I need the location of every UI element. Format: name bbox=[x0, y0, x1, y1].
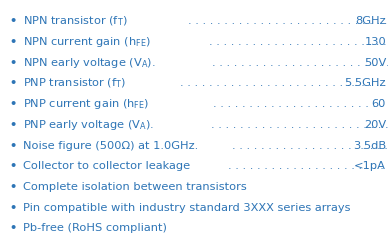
Text: 8GHz: 8GHz bbox=[355, 16, 386, 26]
Text: NPN early voltage (V$_\mathrm{A}$).: NPN early voltage (V$_\mathrm{A}$). bbox=[23, 56, 156, 70]
Text: Collector to collector leakage: Collector to collector leakage bbox=[23, 161, 191, 171]
Text: •: • bbox=[10, 223, 17, 233]
Text: •: • bbox=[10, 99, 17, 109]
Text: •: • bbox=[10, 182, 17, 192]
Text: Complete isolation between transistors: Complete isolation between transistors bbox=[23, 182, 247, 192]
Text: PNP current gain (h$_\mathrm{FE}$): PNP current gain (h$_\mathrm{FE}$) bbox=[23, 97, 149, 111]
Text: 50V: 50V bbox=[364, 58, 386, 68]
Text: . . . . . . . . . . . . . . . . . . . . . . . . . . . . . . . . . . .: . . . . . . . . . . . . . . . . . . . . … bbox=[228, 161, 388, 171]
Text: •: • bbox=[10, 203, 17, 213]
Text: 20V: 20V bbox=[364, 120, 386, 130]
Text: NPN transistor (f$_\mathrm{T}$): NPN transistor (f$_\mathrm{T}$) bbox=[23, 15, 128, 28]
Text: . . . . . . . . . . . . . . . . . . . . . . . . . . . . . . . . . . .: . . . . . . . . . . . . . . . . . . . . … bbox=[232, 140, 388, 151]
Text: Pb-free (RoHS compliant): Pb-free (RoHS compliant) bbox=[23, 223, 167, 233]
Text: NPN current gain (h$_\mathrm{FE}$): NPN current gain (h$_\mathrm{FE}$) bbox=[23, 35, 151, 49]
Text: •: • bbox=[10, 120, 17, 130]
Text: <1pA: <1pA bbox=[354, 161, 386, 171]
Text: •: • bbox=[10, 58, 17, 68]
Text: •: • bbox=[10, 161, 17, 171]
Text: . . . . . . . . . . . . . . . . . . . . . . . . . . . . . . . . . . .: . . . . . . . . . . . . . . . . . . . . … bbox=[213, 99, 388, 109]
Text: Noise figure (500Ω) at 1.0GHz.: Noise figure (500Ω) at 1.0GHz. bbox=[23, 140, 199, 151]
Text: 3.5dB: 3.5dB bbox=[353, 140, 386, 151]
Text: •: • bbox=[10, 78, 17, 89]
Text: . . . . . . . . . . . . . . . . . . . . . . . . . . . . . . . . . . .: . . . . . . . . . . . . . . . . . . . . … bbox=[180, 78, 388, 89]
Text: •: • bbox=[10, 140, 17, 151]
Text: PNP early voltage (V$_\mathrm{A}$).: PNP early voltage (V$_\mathrm{A}$). bbox=[23, 118, 154, 132]
Text: . . . . . . . . . . . . . . . . . . . . . . . . . . . . . . . . . . .: . . . . . . . . . . . . . . . . . . . . … bbox=[211, 58, 388, 68]
Text: •: • bbox=[10, 16, 17, 26]
Text: 5.5GHz: 5.5GHz bbox=[345, 78, 386, 89]
Text: 60: 60 bbox=[372, 99, 386, 109]
Text: •: • bbox=[10, 37, 17, 47]
Text: . . . . . . . . . . . . . . . . . . . . . . . . . . . . . . . . . . .: . . . . . . . . . . . . . . . . . . . . … bbox=[211, 120, 388, 130]
Text: . . . . . . . . . . . . . . . . . . . . . . . . . . . . . . . . . . .: . . . . . . . . . . . . . . . . . . . . … bbox=[188, 16, 388, 26]
Text: PNP transistor (f$_\mathrm{T}$): PNP transistor (f$_\mathrm{T}$) bbox=[23, 77, 126, 90]
Text: 130: 130 bbox=[364, 37, 386, 47]
Text: . . . . . . . . . . . . . . . . . . . . . . . . . . . . . . . . . . .: . . . . . . . . . . . . . . . . . . . . … bbox=[209, 37, 388, 47]
Text: Pin compatible with industry standard 3XXX series arrays: Pin compatible with industry standard 3X… bbox=[23, 203, 351, 213]
